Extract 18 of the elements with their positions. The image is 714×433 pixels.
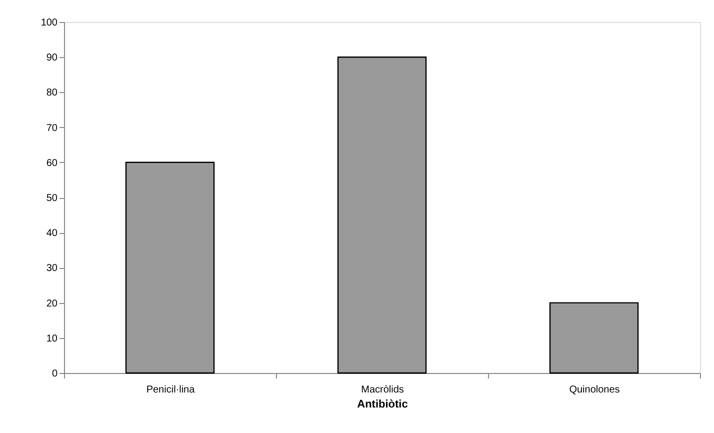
bar xyxy=(337,56,427,374)
x-tick-label: Quinolones xyxy=(569,384,620,396)
y-tick-label: 0 xyxy=(52,368,58,380)
y-tick-label: 30 xyxy=(46,263,58,274)
x-tick-label: Penicil·lina xyxy=(146,384,196,396)
y-tick-label: 40 xyxy=(46,228,58,240)
y-tick-label: 80 xyxy=(46,88,58,99)
y-tick-label: 60 xyxy=(46,158,58,169)
bar xyxy=(549,302,639,374)
y-tick-label: 50 xyxy=(46,193,58,204)
y-tick-label: 20 xyxy=(46,298,58,310)
x-axis-title: Antibiòtic xyxy=(357,398,408,410)
y-tick-label: 100 xyxy=(40,18,58,28)
x-tick-label: Macròlids xyxy=(361,384,404,396)
bar xyxy=(125,162,215,374)
y-tick-label: 70 xyxy=(46,122,58,134)
y-tick-label: 10 xyxy=(46,333,58,344)
y-tick-label: 90 xyxy=(46,52,58,64)
